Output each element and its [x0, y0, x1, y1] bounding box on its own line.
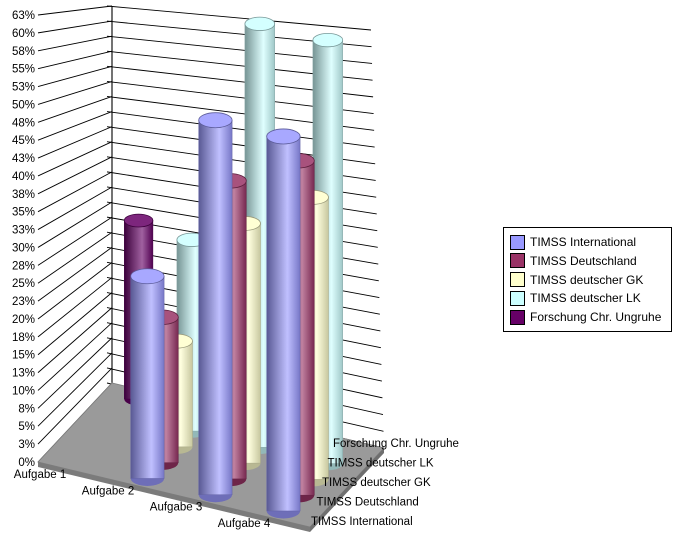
- left-wall: [38, 6, 112, 462]
- y-tick-label: 50%: [12, 99, 35, 111]
- category-label: Aufgabe 1: [14, 469, 66, 481]
- y-tick-label: 35%: [12, 207, 35, 219]
- cylinder-series0-cat1[interactable]: [130, 268, 165, 486]
- series-axis-label: TIMSS International: [311, 516, 413, 528]
- y-tick-label: 60%: [12, 28, 35, 40]
- legend-label: TIMSS International: [530, 235, 637, 249]
- y-tick-label: 40%: [12, 171, 35, 183]
- legend-label: TIMSS deutscher LK: [530, 291, 641, 306]
- legend-item-4[interactable]: Forschung Chr. Ungruhe: [510, 308, 665, 326]
- y-tick-label: 30%: [12, 242, 35, 254]
- category-label: Aufgabe 2: [82, 485, 134, 497]
- y-tick-label: 55%: [12, 64, 35, 76]
- y-tick-label: 63%: [12, 10, 35, 22]
- series-axis-label: TIMSS deutscher LK: [328, 458, 434, 470]
- y-tick-label: 20%: [12, 314, 35, 326]
- legend-item-1[interactable]: TIMSS Deutschland: [510, 252, 665, 270]
- legend-swatch: [510, 272, 525, 287]
- y-tick-label: 38%: [12, 189, 35, 201]
- category-label: Aufgabe 4: [218, 518, 271, 530]
- y-tick-label: 13%: [12, 368, 35, 380]
- legend-label: TIMSS Deutschland: [530, 253, 637, 268]
- y-tick-label: 58%: [12, 46, 35, 58]
- legend-swatch: [510, 234, 525, 250]
- y-tick-label: 48%: [12, 117, 35, 129]
- y-tick-label: 43%: [12, 153, 35, 165]
- y-tick-label: 45%: [12, 135, 35, 147]
- cylinder-series0-cat3[interactable]: [266, 128, 301, 519]
- category-label: Aufgabe 3: [150, 502, 202, 514]
- legend-swatch: [510, 309, 525, 325]
- y-tick-label: 28%: [12, 260, 35, 272]
- y-tick-label: 18%: [12, 332, 35, 344]
- y-tick-label: 33%: [12, 225, 35, 237]
- series-axis-label: TIMSS Deutschland: [317, 497, 419, 509]
- legend-label: TIMSS deutscher GK: [530, 272, 644, 287]
- y-tick-label: 23%: [12, 296, 35, 308]
- y-tick-label: 0%: [18, 457, 35, 469]
- y-tick-label: 5%: [18, 421, 35, 433]
- y-tick-label: 10%: [12, 385, 35, 397]
- legend-item-2[interactable]: TIMSS deutscher GK: [510, 271, 665, 289]
- floor-edge-right: [310, 448, 384, 532]
- cylinder-series0-cat2[interactable]: [198, 112, 233, 503]
- axis-labels: 0% 3% 5% 8% 10% 13% 15% 18% 20% 23% 25% 28% 30% 33% 35…: [12, 10, 459, 530]
- y-tick-label: 15%: [12, 350, 35, 362]
- y-tick-label: 8%: [18, 403, 35, 415]
- series-axis-label: Forschung Chr. Ungruhe: [333, 438, 459, 450]
- legend-swatch: [510, 290, 525, 306]
- legend-item-0[interactable]: TIMSS International: [510, 233, 665, 251]
- legend-label: Forschung Chr. Ungruhe: [530, 310, 662, 324]
- floor-edge-left: [38, 462, 310, 532]
- series-axis-label: TIMSS deutscher GK: [322, 477, 431, 489]
- legend[interactable]: TIMSS International TIMSS Deutschland TIMS…: [503, 227, 672, 332]
- legend-swatch: [510, 253, 525, 269]
- y-tick-label: 3%: [18, 439, 35, 451]
- legend-item-3[interactable]: TIMSS deutscher LK: [510, 289, 665, 307]
- y-tick-label: 53%: [12, 82, 35, 94]
- y-tick-label: 25%: [12, 278, 35, 290]
